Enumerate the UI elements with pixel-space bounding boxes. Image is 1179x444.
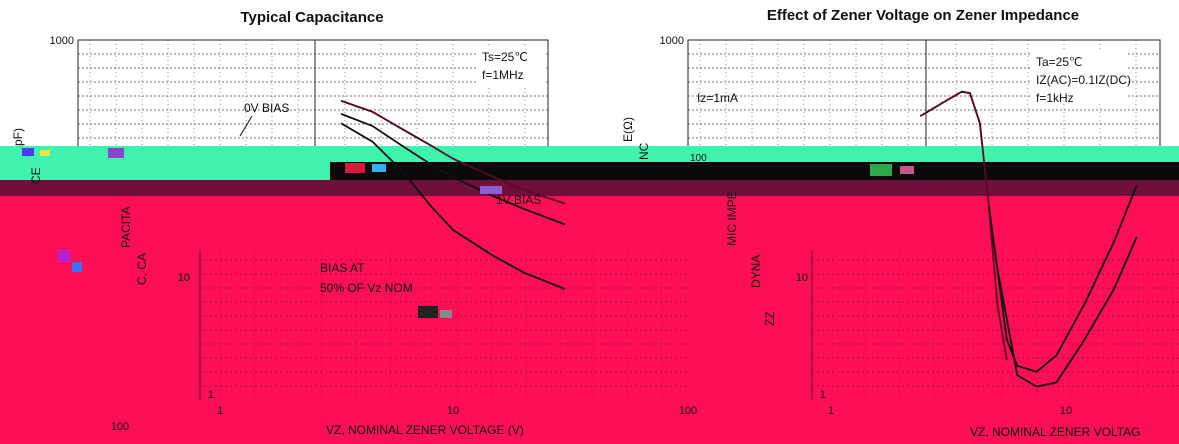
left-chart-title: Typical Capacitance	[240, 9, 383, 26]
left-xlabel: VZ, NOMINAL ZENER VOLTAGE (V)	[326, 423, 524, 437]
left-plot-grid	[78, 40, 548, 150]
right-conditions-iz: IZ(AC)=0.1IZ(DC)	[1036, 73, 1131, 87]
glitch-noise-blocks	[22, 148, 914, 318]
image-corruption-overlay	[0, 146, 1179, 444]
right-ylabel-mic-impe: MIC IMPE	[725, 191, 739, 246]
left-series-line-2	[340, 113, 566, 226]
left-annotation-1v-bias: 1V BIAS	[496, 193, 541, 207]
left-series-line-1-echo	[340, 99, 566, 205]
left-plot-lower-grid	[199, 250, 688, 400]
right-plot-lower-grid	[811, 250, 1179, 400]
right-series-line-1-echo	[919, 90, 1008, 361]
glitch-green-strip-left	[0, 146, 598, 162]
left-annotation-0v-arrow	[239, 115, 253, 137]
left-annotation-50-bias-line1: BIAS AT	[320, 261, 365, 275]
right-conditions-temp: Ta=25℃	[1036, 55, 1083, 69]
right-ylabel-zz: ZZ	[763, 311, 777, 326]
right-annotation-iz1: Iz=1mA	[697, 91, 738, 105]
left-y-tick-1000: 1000	[50, 35, 74, 47]
right-y-tick-100: 100	[690, 153, 707, 164]
left-series-line-3	[340, 122, 566, 290]
right-x-tick-10: 10	[1060, 405, 1072, 417]
left-annotation-50-bias-line2: 50% OF Vz NOM	[320, 281, 413, 295]
right-y-tick-1: 1	[820, 389, 826, 401]
left-annotation-0v-bias: 0V BIAS	[244, 101, 289, 115]
right-ylabel-nc: NC	[637, 142, 651, 160]
right-x-tick-1: 1	[828, 405, 834, 417]
left-plot-frame	[77, 39, 549, 151]
right-conditions-freq: f=1kHz	[1036, 91, 1074, 105]
left-ylabel-c-ca: C, CA	[135, 253, 149, 285]
left-y-tick-1: 1	[208, 389, 214, 401]
right-ylabel-dyna: DYNA	[749, 255, 763, 288]
left-conditions-freq: f=1MHz	[482, 68, 524, 82]
right-ylabel-ohm: E(Ω)	[621, 117, 635, 142]
left-x-tick-100-echo: 100	[111, 421, 129, 433]
left-ylabel-pf: (pF)	[11, 128, 25, 150]
left-y-tick-10: 10	[178, 272, 190, 284]
left-x-tick-1: 1	[217, 405, 223, 417]
left-x-tick-100: 100	[679, 405, 697, 417]
glitch-maroon-band	[0, 180, 1179, 198]
glitch-green-strip-right	[598, 146, 1179, 162]
left-ylabel-ce: CE	[29, 167, 43, 184]
right-y-tick-1000: 1000	[660, 35, 684, 47]
right-series-line-3	[996, 236, 1138, 388]
glitch-black-band	[330, 162, 1179, 182]
glitch-pink-area	[0, 196, 1179, 444]
left-conditions-box	[478, 46, 544, 86]
glitch-green-strip-lower	[0, 162, 400, 182]
right-xlabel: VZ, NOMINAL ZENER VOLTAG	[970, 425, 1140, 439]
right-y-tick-10: 10	[796, 272, 808, 284]
left-x-tick-10: 10	[447, 405, 459, 417]
right-conditions-box	[1032, 50, 1126, 102]
left-plot-upper: 1000	[50, 35, 549, 151]
left-conditions-temp: Ts=25℃	[482, 50, 528, 64]
left-ylabel-pacita: PACITA	[119, 206, 133, 248]
right-series-line-2	[988, 184, 1138, 373]
right-chart-title: Effect of Zener Voltage on Zener Impedan…	[767, 7, 1079, 24]
